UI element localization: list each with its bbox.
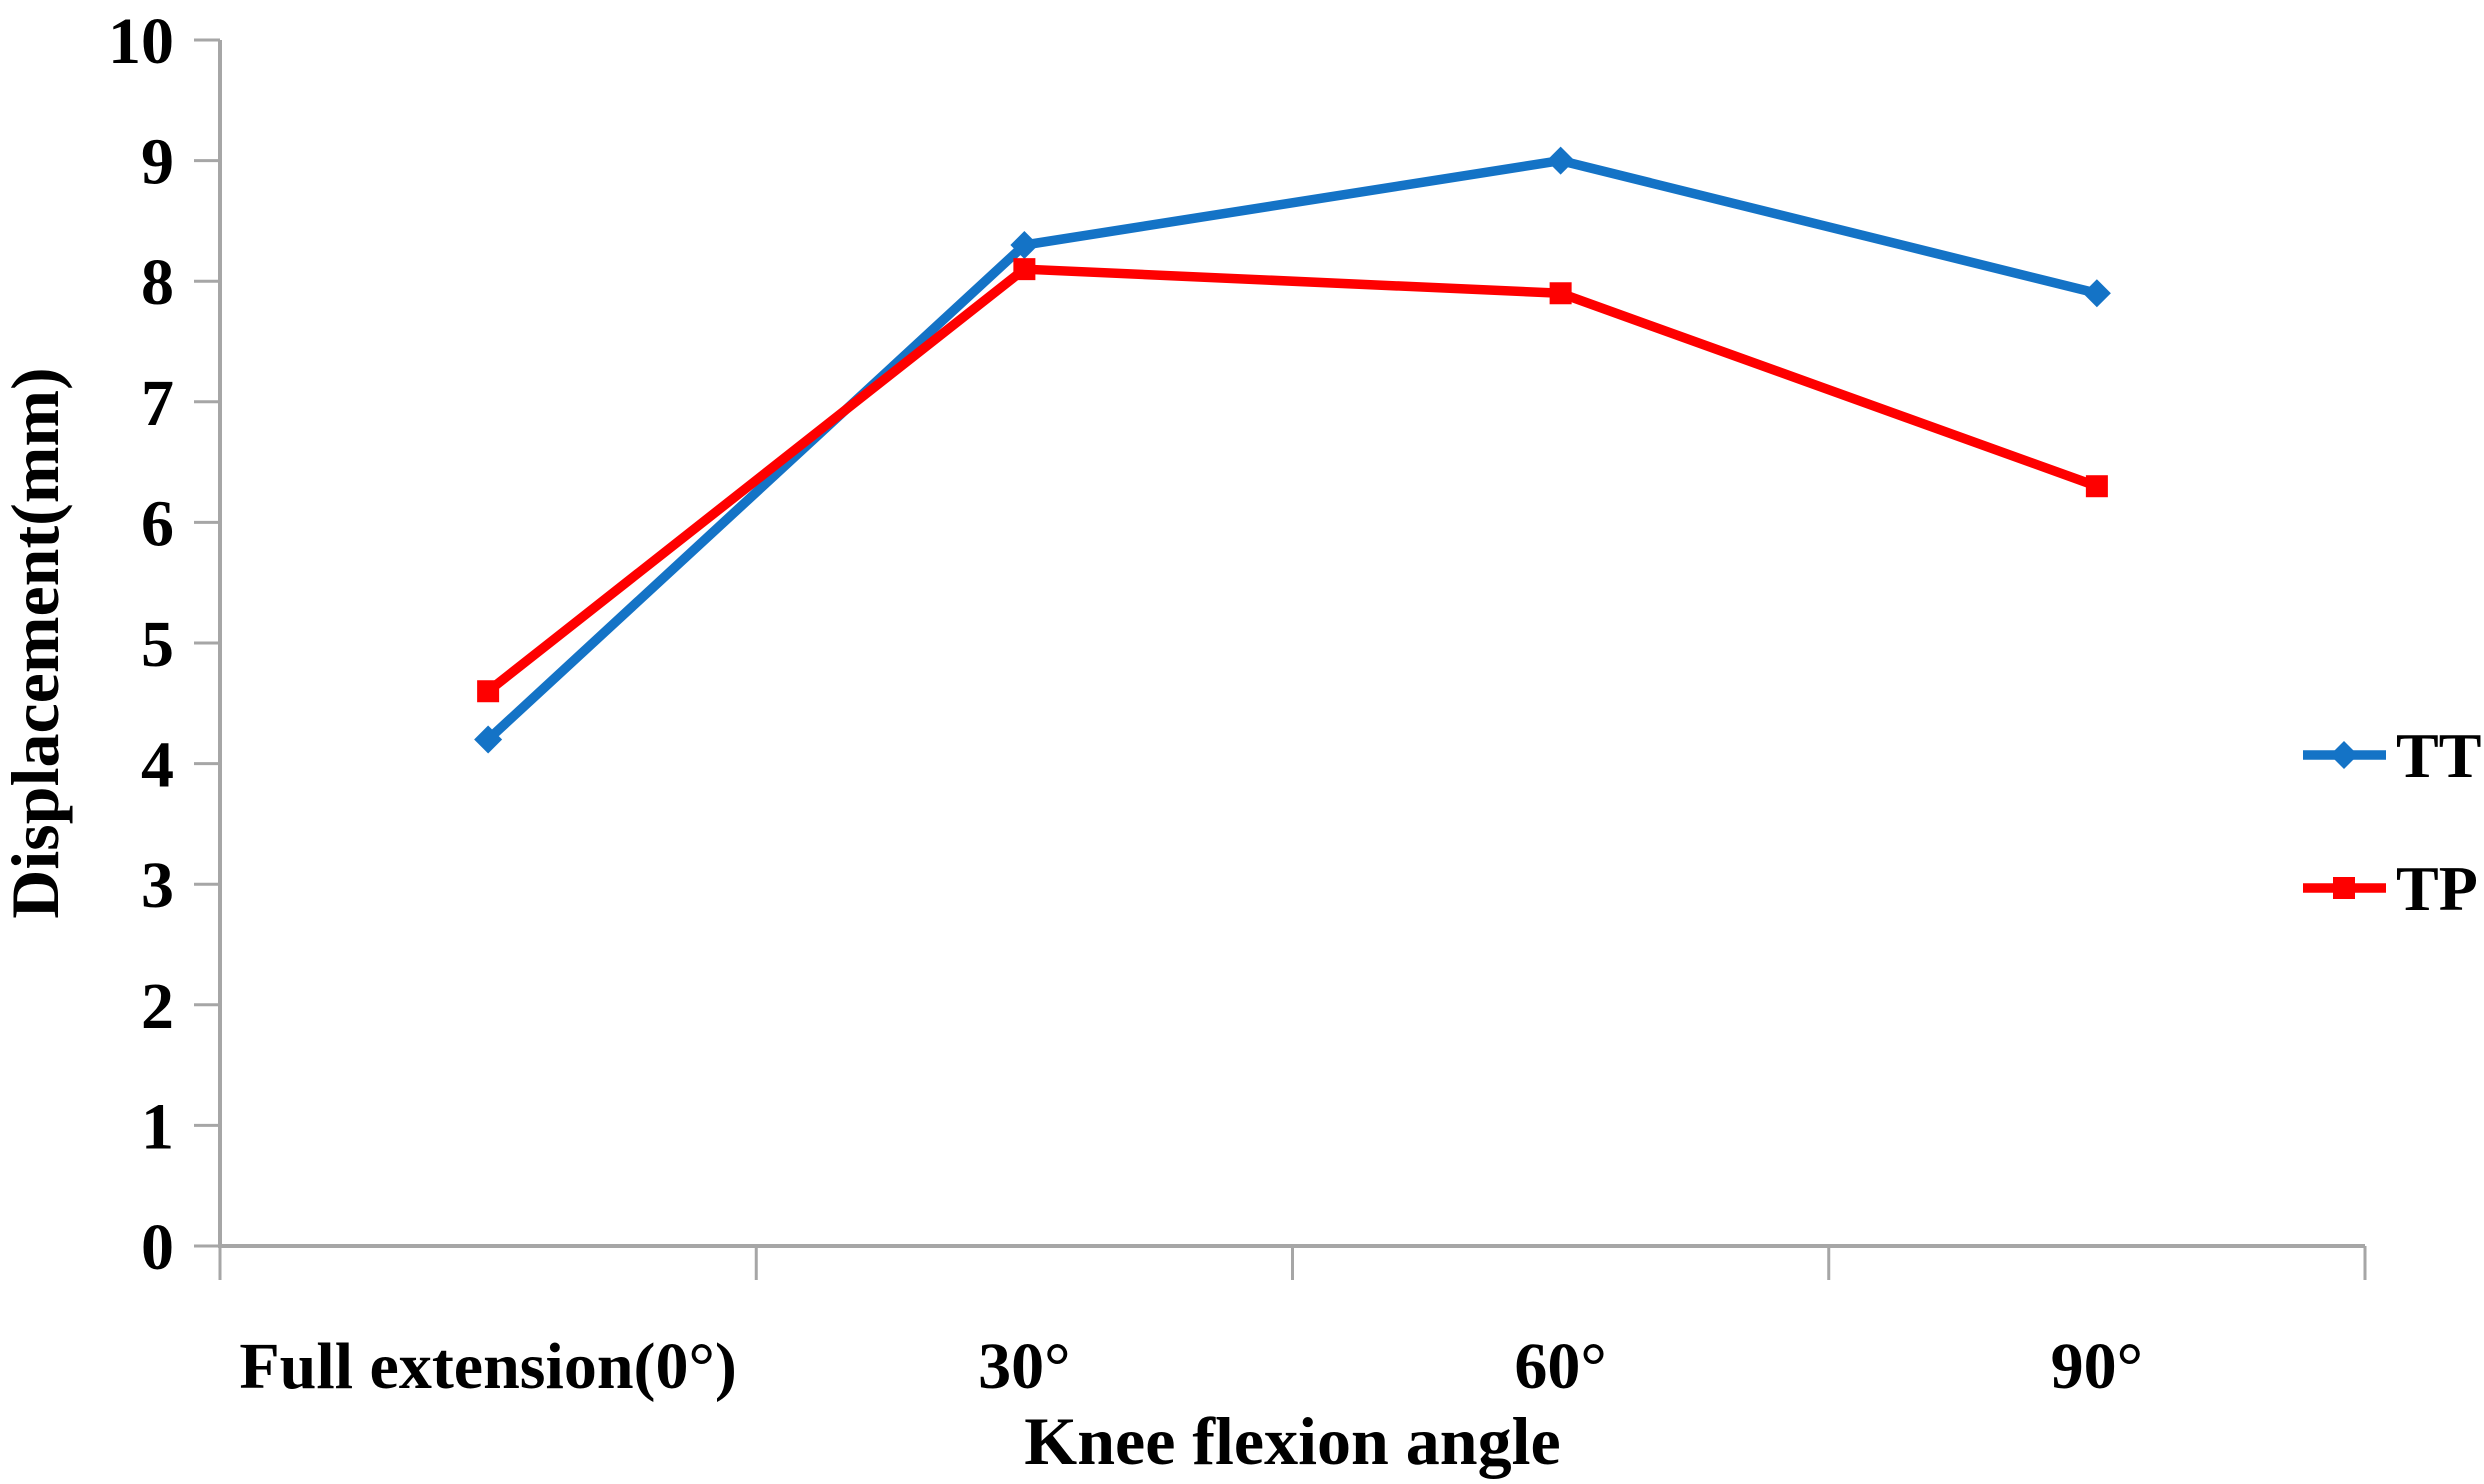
x-category-label: 60° xyxy=(1514,1330,1606,1403)
x-category-label: 30° xyxy=(978,1330,1070,1403)
series-marker-tp-2 xyxy=(1549,282,1572,305)
y-tick-label: 9 xyxy=(141,126,174,199)
legend-label-tt: TT xyxy=(2396,720,2481,791)
y-tick-label: 8 xyxy=(141,246,174,319)
y-tick-label: 6 xyxy=(141,487,174,560)
series-marker-tt-0 xyxy=(474,725,503,754)
series-line-tp xyxy=(485,264,2099,695)
series-marker-tt-3 xyxy=(2082,279,2111,308)
series-line-tt xyxy=(484,155,2099,743)
legend-marker-tt xyxy=(2330,741,2358,769)
y-tick-label: 7 xyxy=(141,367,174,440)
y-axis-title: Displacement(mm) xyxy=(0,367,73,918)
legend-label-tp: TP xyxy=(2396,853,2478,924)
y-tick-label: 0 xyxy=(141,1211,174,1284)
x-category-label: 90° xyxy=(2051,1330,2143,1403)
y-tick-label: 4 xyxy=(141,729,174,802)
y-tick-label: 3 xyxy=(141,849,174,922)
legend-marker-tp xyxy=(2333,877,2355,899)
y-tick-label: 5 xyxy=(141,608,174,681)
series-marker-tp-1 xyxy=(1013,258,1036,281)
series-marker-tt-2 xyxy=(1546,146,1575,175)
series-marker-tp-0 xyxy=(477,680,500,703)
series-marker-tp-3 xyxy=(2085,475,2108,498)
x-category-label: Full extension(0°) xyxy=(239,1330,737,1403)
x-axis-title: Knee flexion angle xyxy=(1024,1403,1560,1479)
series-marker-tt-1 xyxy=(1010,231,1039,260)
y-tick-label: 10 xyxy=(108,5,174,78)
y-tick-label: 1 xyxy=(141,1090,174,1163)
y-tick-label: 2 xyxy=(141,970,174,1043)
